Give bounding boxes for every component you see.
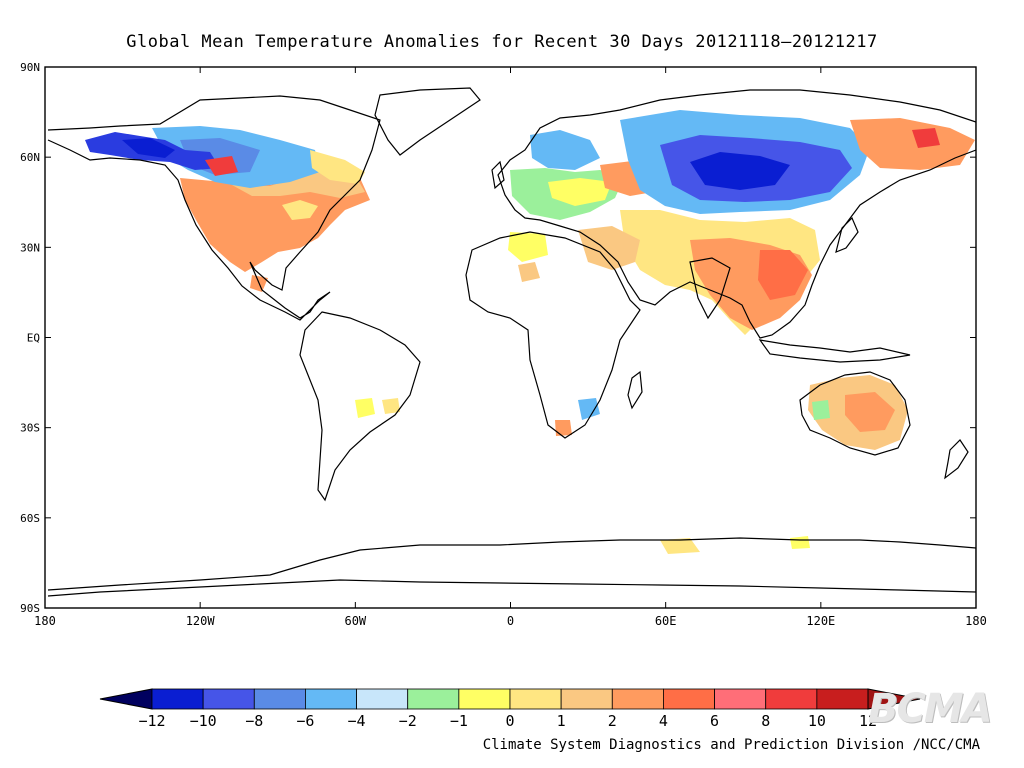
colorbar-box xyxy=(407,688,460,710)
lon-label: 60W xyxy=(344,614,366,628)
anomaly-north-africa xyxy=(508,232,548,262)
anomaly-great-lakes xyxy=(282,200,318,220)
anomaly-south-africa-warm xyxy=(555,420,572,436)
coast-greenland xyxy=(374,87,481,156)
lon-label: 180 xyxy=(34,614,56,628)
colorbar-box xyxy=(714,688,767,710)
lat-label: 30S xyxy=(20,422,40,435)
anomaly-usa-warm xyxy=(180,172,370,272)
colorbar-arrow-low xyxy=(99,688,153,710)
longitude-axis: 180 120W 60W 0 60E 120E 180 xyxy=(34,67,987,628)
colorbar-label: −12 xyxy=(138,712,165,730)
anomaly-west-africa xyxy=(518,262,540,282)
colorbar-arrow-high xyxy=(867,688,921,710)
colorbar-box xyxy=(765,688,818,710)
colorbar-label: 0 xyxy=(505,712,514,730)
coast-north-america xyxy=(47,95,381,321)
colorbar-label: 6 xyxy=(710,712,719,730)
coast-south-america xyxy=(299,311,421,502)
colorbar-label: −6 xyxy=(296,712,314,730)
colorbar-label: 12 xyxy=(859,712,877,730)
lat-label: 90N xyxy=(20,61,40,74)
anomaly-alaska-core xyxy=(122,138,175,158)
lat-label: 90S xyxy=(20,602,40,615)
colorbar-box xyxy=(509,688,562,710)
colorbar-label: 4 xyxy=(659,712,668,730)
colorbar-box xyxy=(202,688,255,710)
colorbar-label: 1 xyxy=(557,712,566,730)
anomaly-australia-hot xyxy=(845,392,895,432)
colorbar-label: −10 xyxy=(190,712,217,730)
colorbar-label: −1 xyxy=(450,712,468,730)
anomaly-kamchatka xyxy=(912,128,940,148)
colorbar-label: −4 xyxy=(348,712,366,730)
anomaly-siberia-core xyxy=(690,152,790,190)
colorbar-label: 2 xyxy=(608,712,617,730)
colorbar-box xyxy=(253,688,306,710)
lon-label: 60E xyxy=(655,614,677,628)
colorbar-box xyxy=(611,688,664,710)
coast-india xyxy=(689,257,731,320)
lon-label: 180 xyxy=(965,614,987,628)
latitude-axis: 90N 60N 30N EQ 30S 60S 90S xyxy=(20,61,976,615)
anomaly-china-warm xyxy=(758,250,808,300)
coastlines xyxy=(47,87,976,597)
anomaly-antarctica-2 xyxy=(790,536,810,549)
anomaly-europe-warm xyxy=(548,178,612,206)
coast-uk xyxy=(491,160,505,190)
colorbar: −12 −10 −8 −6 −4 −2 −1 0 1 2 4 6 8 10 12 xyxy=(99,688,921,730)
colorbar-label: 8 xyxy=(761,712,770,730)
colorbar-box xyxy=(816,688,869,710)
lat-label: 60S xyxy=(20,512,40,525)
credit-text: Climate System Diagnostics and Predictio… xyxy=(482,737,980,753)
anomaly-south-america xyxy=(355,398,375,418)
anomaly-hudson-warm xyxy=(205,156,238,176)
coast-madagascar xyxy=(627,370,643,410)
anomaly-middle-east xyxy=(578,226,640,270)
anomaly-south-africa-cool xyxy=(578,398,600,420)
lat-label: 60N xyxy=(20,151,40,164)
coast-indonesia xyxy=(758,339,911,363)
colorbar-box xyxy=(663,688,715,710)
anomaly-antarctica xyxy=(660,538,700,554)
colorbar-box xyxy=(458,688,511,710)
anomaly-east-siberia-warm xyxy=(850,118,975,170)
coast-africa xyxy=(465,231,641,439)
coast-new-zealand xyxy=(944,439,969,480)
lon-label: 120E xyxy=(806,614,835,628)
coast-japan xyxy=(835,216,859,253)
colorbar-box xyxy=(560,688,613,710)
watermark-logo: BCMA xyxy=(868,686,993,732)
lon-label: 0 xyxy=(507,614,514,628)
colorbar-label: 10 xyxy=(808,712,826,730)
anomaly-south-america-2 xyxy=(382,398,400,414)
colorbar-label: −8 xyxy=(245,712,263,730)
lat-label: EQ xyxy=(27,332,40,345)
coast-australia xyxy=(799,371,911,456)
colorbar-label: −2 xyxy=(399,712,417,730)
lon-label: 120W xyxy=(186,614,216,628)
lat-label: 30N xyxy=(20,241,40,254)
map-title: Global Mean Temperature Anomalies for Re… xyxy=(126,32,878,52)
colorbar-box xyxy=(305,688,357,710)
colorbar-box xyxy=(151,688,204,710)
coast-antarctica xyxy=(47,537,976,597)
colorbar-box xyxy=(356,688,409,710)
anomaly-shading xyxy=(85,110,975,554)
anomaly-east-canada xyxy=(310,150,365,184)
anomaly-scandinavia-cool xyxy=(530,130,600,170)
anomaly-australia-cool xyxy=(812,400,830,420)
